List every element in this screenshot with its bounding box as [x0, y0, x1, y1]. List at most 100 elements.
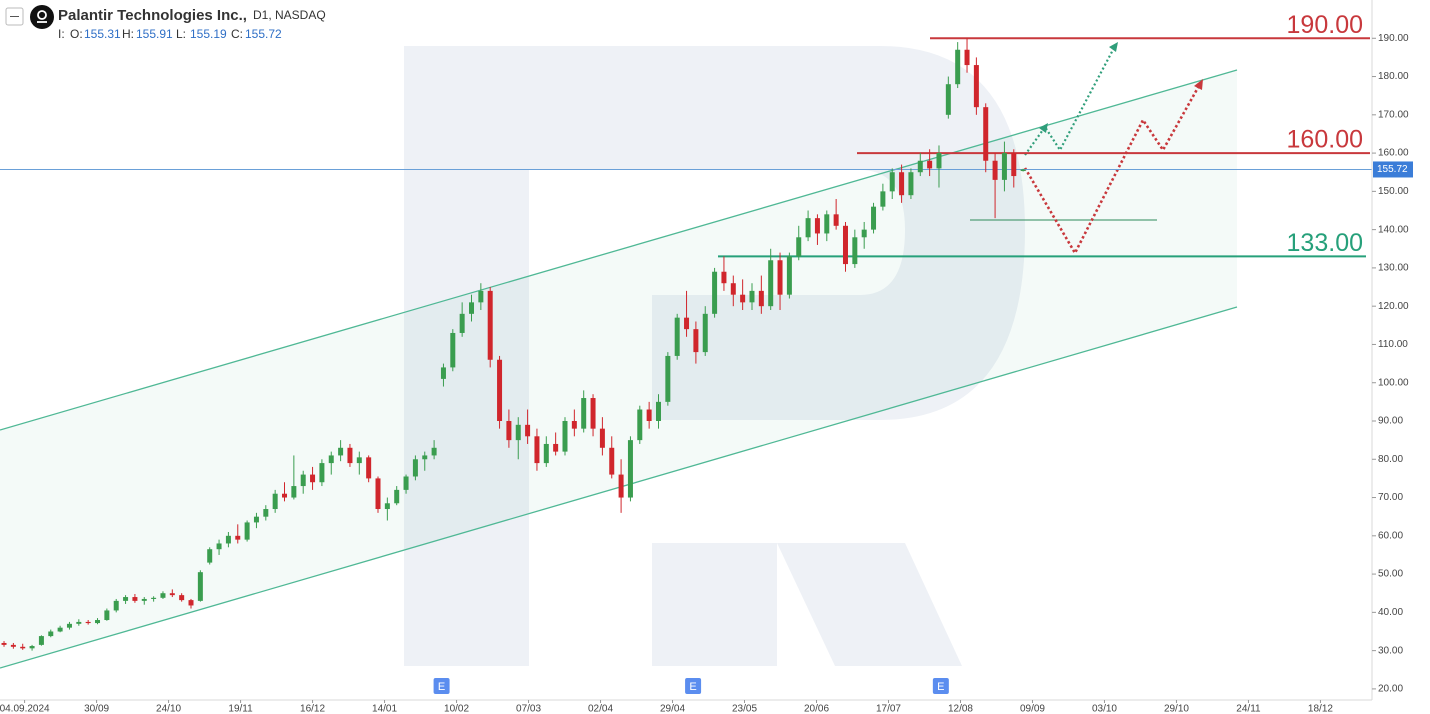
candle-body	[599, 428, 605, 448]
watermark-shape	[529, 46, 1025, 420]
x-tick-label: 03/10	[1092, 704, 1117, 714]
x-tick-label: 24/11	[1236, 704, 1261, 714]
candle-body	[637, 409, 643, 441]
candle-body	[282, 493, 288, 498]
x-tick-label: 12/08	[948, 704, 973, 714]
candle-body	[889, 172, 895, 192]
x-tick-label: 20/06	[804, 704, 829, 714]
ohlc-prefix: I:	[58, 27, 65, 41]
candle-body	[964, 49, 970, 66]
x-tick-label: 07/03	[516, 704, 541, 714]
candle-body	[253, 516, 259, 523]
x-tick-label: 19/11	[228, 704, 253, 714]
ohlc-label: C:	[231, 27, 243, 41]
candle-body	[917, 160, 923, 173]
candle-body	[291, 486, 297, 498]
y-tick-label: 180.00	[1378, 71, 1409, 82]
candle-body	[10, 644, 16, 647]
candle-body	[272, 493, 278, 510]
arrowhead	[1039, 123, 1048, 133]
exchange: NASDAQ	[275, 8, 326, 22]
candle-body	[852, 237, 858, 265]
candle-body	[543, 443, 549, 464]
level-label: 160.00	[1287, 126, 1363, 154]
candle-body	[29, 646, 35, 649]
y-axis-panel	[1372, 0, 1430, 700]
event-marker	[685, 678, 702, 694]
candle-body	[730, 283, 736, 295]
candle-body	[590, 398, 596, 429]
candle-body	[899, 172, 905, 196]
candle-body	[244, 522, 250, 540]
candle-body	[768, 260, 774, 307]
candle-body	[188, 600, 194, 606]
event-label: E	[689, 681, 696, 693]
candle-body	[375, 478, 381, 510]
candle-body	[824, 214, 830, 234]
level-label: 190.00	[1287, 11, 1363, 39]
candle-body	[805, 218, 811, 238]
candle-body	[310, 474, 316, 483]
y-tick-label: 190.00	[1378, 33, 1409, 44]
candle-body	[1, 642, 7, 645]
x-tick-label: 24/10	[156, 704, 181, 714]
candle-body	[627, 440, 633, 498]
candle-body	[777, 260, 783, 295]
candle-body	[384, 503, 390, 510]
candle-body	[693, 329, 699, 353]
arrowhead	[1194, 79, 1203, 90]
candle-body	[478, 290, 484, 303]
y-tick-label: 100.00	[1378, 377, 1409, 388]
x-tick-label: 30/09	[84, 704, 109, 714]
candle-body	[450, 332, 456, 368]
y-tick-label: 50.00	[1378, 569, 1403, 580]
logo-mark	[37, 10, 47, 20]
candle-body	[525, 424, 531, 437]
candle-body	[76, 621, 82, 624]
event-label: E	[937, 681, 944, 693]
interval: D1,	[253, 8, 272, 22]
candle-body	[814, 218, 820, 234]
candle-body	[1001, 153, 1007, 180]
candle-body	[179, 595, 185, 601]
candle-body	[786, 256, 792, 295]
ohlc-label: O:	[70, 27, 83, 41]
candle-body	[796, 237, 802, 257]
y-tick-label: 160.00	[1378, 148, 1409, 159]
candle-body	[104, 610, 110, 621]
candle-body	[665, 355, 671, 402]
last-price-label: 155.72	[1377, 164, 1408, 175]
y-tick-label: 110.00	[1378, 339, 1408, 350]
x-tick-label: 09/09	[1020, 704, 1045, 714]
y-tick-label: 80.00	[1378, 454, 1403, 465]
candle-body	[113, 600, 119, 611]
candle-body	[983, 107, 989, 161]
y-tick-label: 20.00	[1378, 684, 1403, 695]
candle-body	[1020, 169, 1026, 172]
candle-body	[721, 271, 727, 284]
candle-body	[861, 229, 867, 238]
candle-body	[684, 317, 690, 330]
watermark-shape	[652, 543, 777, 666]
channel-lower	[0, 306, 1238, 669]
candle-body	[955, 49, 961, 85]
ohlc-label: L:	[176, 27, 186, 41]
candle-body	[216, 543, 222, 550]
candle-body	[842, 225, 848, 265]
candle-body	[506, 420, 512, 441]
candle-body	[160, 593, 166, 598]
candle-body	[394, 489, 400, 504]
y-tick-label: 30.00	[1378, 645, 1403, 656]
x-tick-label: 29/10	[1164, 704, 1189, 714]
event-label: E	[438, 681, 445, 693]
last-price-tag	[1373, 161, 1413, 178]
candle-body	[618, 474, 624, 498]
candle-body	[85, 621, 91, 624]
candle-body	[300, 474, 306, 487]
candle-body	[973, 65, 979, 108]
forecast-down	[1023, 83, 1202, 256]
candle-body	[749, 290, 755, 303]
y-tick-label: 90.00	[1378, 416, 1403, 427]
candle-body	[48, 631, 54, 637]
arrowhead	[1109, 42, 1118, 52]
